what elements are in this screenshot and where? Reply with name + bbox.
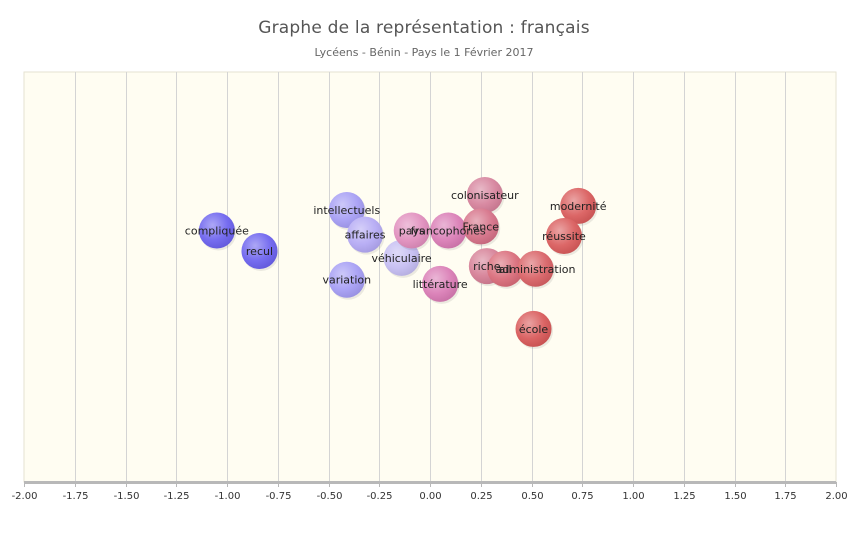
x-tick-label: -1.75 <box>63 491 89 502</box>
x-tick-label: -2.00 <box>12 491 38 502</box>
bubble-label: riche <box>473 260 501 273</box>
x-tick-label: 1.50 <box>724 491 746 502</box>
bubble-label: littérature <box>413 278 468 291</box>
grid-lines <box>75 72 786 482</box>
x-tick-label: -0.25 <box>367 491 393 502</box>
bubble-highlight <box>241 233 278 270</box>
bubble-highlight <box>422 265 459 302</box>
bubble-highlight <box>487 250 524 287</box>
bubble-highlight <box>517 250 554 287</box>
bubble-highlight <box>430 212 467 249</box>
x-tick-label: 0.50 <box>521 491 543 502</box>
x-tick-label: -0.75 <box>266 491 292 502</box>
bubble-highlight <box>466 177 503 213</box>
x-tick-label: -1.50 <box>114 491 140 502</box>
bubble-highlight <box>545 218 582 254</box>
bubble-label: colonisateur <box>451 189 519 202</box>
x-tick-label: -0.50 <box>317 491 343 502</box>
bubble-label: véhiculaire <box>371 252 431 265</box>
bubble-label: intellectuels <box>313 204 380 217</box>
bubble-highlight <box>462 208 499 245</box>
bubble-label: compliquée <box>185 225 249 238</box>
bubble-highlight <box>328 261 365 298</box>
x-tick-label: 1.75 <box>774 491 796 502</box>
chart-subtitle: Lycéens - Bénin - Pays le 1 Février 2017 <box>314 46 534 59</box>
bubble-label: affaires <box>345 229 386 242</box>
bubble-label: ail <box>499 263 512 276</box>
x-tick-label: 1.00 <box>622 491 644 502</box>
bubble-highlight <box>560 187 597 224</box>
bubble-label: pays <box>399 225 425 238</box>
bubble-label: variation <box>322 274 371 287</box>
bubble-highlight <box>347 216 384 253</box>
bubble-highlight <box>393 212 430 249</box>
bubble-label: francophones <box>411 225 486 238</box>
bubble-label: administration <box>496 263 576 276</box>
x-tick-label: 0.75 <box>571 491 593 502</box>
x-tick-label: -1.00 <box>215 491 241 502</box>
chart-title: Graphe de la représentation : français <box>258 18 590 38</box>
bubble-highlight <box>515 310 552 347</box>
bubble-label: recul <box>246 245 273 258</box>
bubble-label: école <box>519 323 549 336</box>
bubble-highlight <box>328 192 365 229</box>
bubble-label: réussite <box>542 230 586 243</box>
bubbles: compliquée recul intellectuels affaires vari… <box>185 177 607 349</box>
bubble-label: France <box>462 220 499 233</box>
bubble-label: modernité <box>550 200 607 213</box>
x-tick-label: 2.00 <box>825 491 847 502</box>
x-tick-label: 0.00 <box>419 491 441 502</box>
x-tick-label: 1.25 <box>673 491 695 502</box>
bubble-highlight <box>198 212 235 249</box>
x-axis-ticks: -2.00 -1.75 -1.50 -1.25 -1.00 -0.75 -0.50 -0.25… <box>12 482 848 502</box>
bubble-highlight <box>383 239 420 276</box>
x-tick-label: 0.25 <box>470 491 492 502</box>
x-tick-label: -1.25 <box>164 491 190 502</box>
